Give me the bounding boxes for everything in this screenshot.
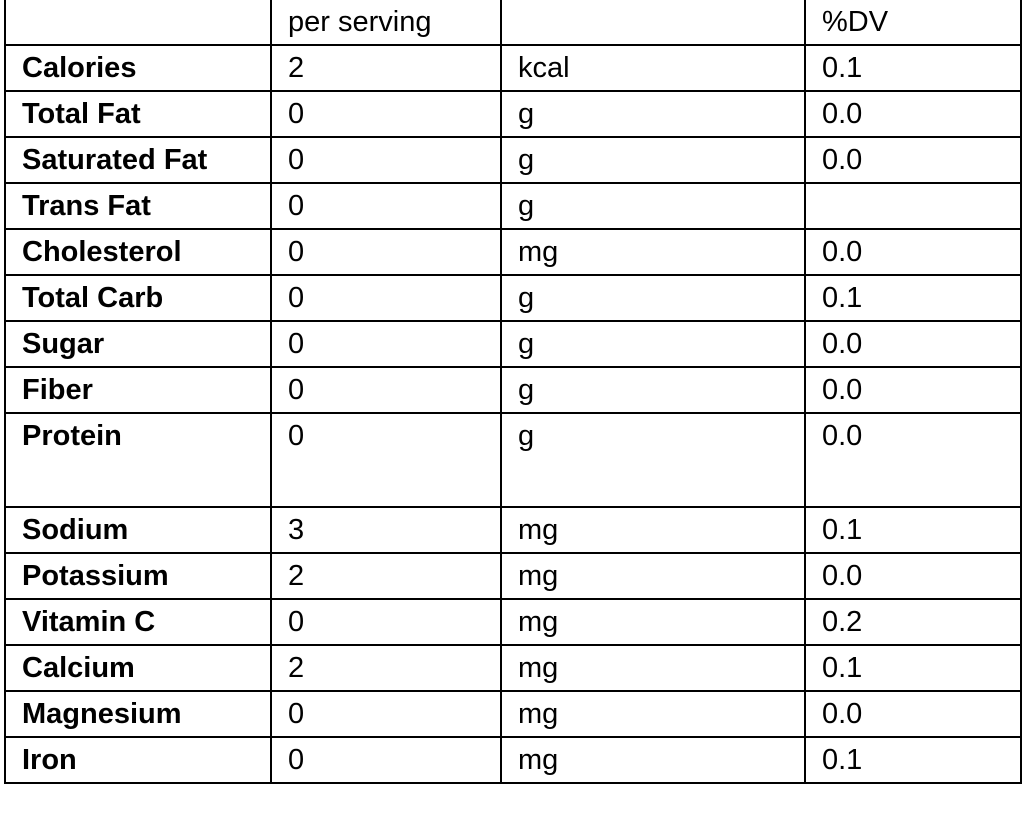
table-row: Magnesium 0 mg 0.0 bbox=[4, 690, 1022, 738]
nutrient-unit: g bbox=[500, 320, 806, 368]
nutrient-daily-value: 0.1 bbox=[804, 736, 1022, 784]
nutrient-amount: 0 bbox=[270, 320, 502, 368]
nutrient-daily-value bbox=[804, 182, 1022, 230]
nutrient-daily-value: 0.1 bbox=[804, 274, 1022, 322]
nutrient-daily-value: 0.0 bbox=[804, 412, 1022, 508]
table-row: Saturated Fat 0 g 0.0 bbox=[4, 136, 1022, 184]
nutrient-amount: 0 bbox=[270, 182, 502, 230]
nutrient-name: Iron bbox=[4, 736, 272, 784]
nutrient-unit: mg bbox=[500, 736, 806, 784]
nutrient-unit: mg bbox=[500, 598, 806, 646]
header-row: per serving %DV bbox=[4, 0, 1022, 46]
nutrient-daily-value: 0.0 bbox=[804, 136, 1022, 184]
nutrient-amount: 3 bbox=[270, 506, 502, 554]
nutrient-name: Trans Fat bbox=[4, 182, 272, 230]
nutrient-name: Calories bbox=[4, 44, 272, 92]
nutrient-amount: 0 bbox=[270, 736, 502, 784]
nutrient-name: Calcium bbox=[4, 644, 272, 692]
nutrient-name: Saturated Fat bbox=[4, 136, 272, 184]
nutrient-unit: mg bbox=[500, 690, 806, 738]
table-row: Iron 0 mg 0.1 bbox=[4, 736, 1022, 784]
nutrient-unit: mg bbox=[500, 506, 806, 554]
nutrient-daily-value: 0.2 bbox=[804, 598, 1022, 646]
nutrient-name: Potassium bbox=[4, 552, 272, 600]
nutrient-unit: kcal bbox=[500, 44, 806, 92]
nutrient-amount: 0 bbox=[270, 690, 502, 738]
header-daily-value: %DV bbox=[804, 0, 1022, 46]
header-unit bbox=[500, 0, 806, 46]
nutrient-amount: 0 bbox=[270, 90, 502, 138]
nutrient-daily-value: 0.0 bbox=[804, 366, 1022, 414]
nutrient-unit: g bbox=[500, 366, 806, 414]
nutrient-daily-value: 0.0 bbox=[804, 320, 1022, 368]
nutrient-amount: 0 bbox=[270, 136, 502, 184]
nutrient-name: Sugar bbox=[4, 320, 272, 368]
nutrient-name: Total Fat bbox=[4, 90, 272, 138]
nutrient-amount: 0 bbox=[270, 598, 502, 646]
nutrient-unit: g bbox=[500, 412, 806, 508]
table-row: Sodium 3 mg 0.1 bbox=[4, 506, 1022, 554]
nutrient-amount: 2 bbox=[270, 552, 502, 600]
nutrient-name: Fiber bbox=[4, 366, 272, 414]
nutrient-name: Magnesium bbox=[4, 690, 272, 738]
table-row: Cholesterol 0 mg 0.0 bbox=[4, 228, 1022, 276]
nutrient-amount: 0 bbox=[270, 366, 502, 414]
nutrient-amount: 0 bbox=[270, 412, 502, 508]
nutrient-daily-value: 0.0 bbox=[804, 90, 1022, 138]
nutrient-daily-value: 0.1 bbox=[804, 506, 1022, 554]
table-row: Calcium 2 mg 0.1 bbox=[4, 644, 1022, 692]
nutrient-name: Protein bbox=[4, 412, 272, 508]
nutrient-unit: g bbox=[500, 274, 806, 322]
nutrient-unit: mg bbox=[500, 644, 806, 692]
nutrient-unit: mg bbox=[500, 552, 806, 600]
header-per-serving: per serving bbox=[270, 0, 502, 46]
table-row: Protein 0 g 0.0 bbox=[4, 412, 1022, 508]
table-row: Total Fat 0 g 0.0 bbox=[4, 90, 1022, 138]
header-nutrient bbox=[4, 0, 272, 46]
table-row: Fiber 0 g 0.0 bbox=[4, 366, 1022, 414]
nutrient-amount: 0 bbox=[270, 274, 502, 322]
nutrient-amount: 2 bbox=[270, 644, 502, 692]
nutrient-name: Vitamin C bbox=[4, 598, 272, 646]
nutrient-name: Sodium bbox=[4, 506, 272, 554]
table-row: Trans Fat 0 g bbox=[4, 182, 1022, 230]
table-row: Calories 2 kcal 0.1 bbox=[4, 44, 1022, 92]
nutrient-daily-value: 0.0 bbox=[804, 552, 1022, 600]
nutrient-daily-value: 0.0 bbox=[804, 690, 1022, 738]
nutrient-daily-value: 0.1 bbox=[804, 644, 1022, 692]
nutrient-amount: 0 bbox=[270, 228, 502, 276]
nutrient-unit: g bbox=[500, 136, 806, 184]
nutrient-unit: mg bbox=[500, 228, 806, 276]
nutrition-facts-table: per serving %DV Calories 2 kcal 0.1 Tota… bbox=[4, 0, 1022, 784]
nutrient-name: Total Carb bbox=[4, 274, 272, 322]
table-row: Sugar 0 g 0.0 bbox=[4, 320, 1022, 368]
table-row: Total Carb 0 g 0.1 bbox=[4, 274, 1022, 322]
nutrient-unit: g bbox=[500, 90, 806, 138]
nutrient-daily-value: 0.0 bbox=[804, 228, 1022, 276]
nutrient-name: Cholesterol bbox=[4, 228, 272, 276]
nutrient-daily-value: 0.1 bbox=[804, 44, 1022, 92]
table-row: Vitamin C 0 mg 0.2 bbox=[4, 598, 1022, 646]
nutrient-unit: g bbox=[500, 182, 806, 230]
nutrient-amount: 2 bbox=[270, 44, 502, 92]
table-row: Potassium 2 mg 0.0 bbox=[4, 552, 1022, 600]
